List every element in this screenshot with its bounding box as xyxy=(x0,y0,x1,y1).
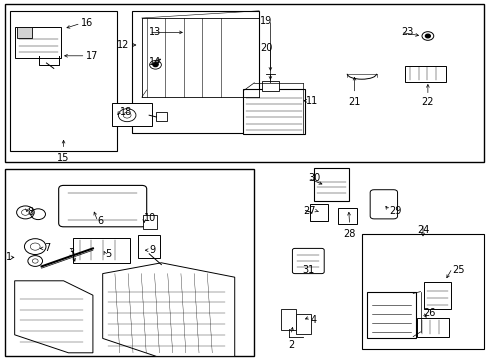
Text: 2: 2 xyxy=(287,340,293,350)
Text: 19: 19 xyxy=(260,16,272,26)
Text: 5: 5 xyxy=(105,249,111,259)
FancyBboxPatch shape xyxy=(295,314,310,334)
FancyBboxPatch shape xyxy=(73,238,129,263)
FancyBboxPatch shape xyxy=(416,318,448,337)
FancyBboxPatch shape xyxy=(366,292,415,338)
Circle shape xyxy=(153,63,158,67)
Text: 23: 23 xyxy=(400,27,412,37)
Text: 21: 21 xyxy=(347,97,360,107)
Text: 20: 20 xyxy=(260,43,272,53)
Text: 18: 18 xyxy=(120,107,132,117)
Text: 15: 15 xyxy=(57,153,70,163)
Text: 31: 31 xyxy=(301,265,314,275)
FancyBboxPatch shape xyxy=(423,282,450,309)
FancyBboxPatch shape xyxy=(262,81,278,91)
Text: 12: 12 xyxy=(117,40,129,50)
Text: 14: 14 xyxy=(149,57,161,67)
FancyBboxPatch shape xyxy=(338,208,356,224)
Text: 22: 22 xyxy=(421,97,433,107)
Text: 13: 13 xyxy=(149,27,161,37)
Text: 7: 7 xyxy=(44,243,50,253)
FancyBboxPatch shape xyxy=(361,234,483,349)
Polygon shape xyxy=(15,281,93,353)
Text: 25: 25 xyxy=(451,265,464,275)
FancyBboxPatch shape xyxy=(281,309,296,330)
Text: 17: 17 xyxy=(85,51,98,61)
FancyBboxPatch shape xyxy=(132,11,259,133)
Text: 10: 10 xyxy=(144,213,156,223)
FancyBboxPatch shape xyxy=(404,66,445,82)
FancyBboxPatch shape xyxy=(156,112,166,121)
Text: 26: 26 xyxy=(422,308,434,318)
FancyBboxPatch shape xyxy=(17,27,32,38)
Polygon shape xyxy=(102,263,234,356)
Text: 24: 24 xyxy=(416,225,428,235)
Text: 16: 16 xyxy=(81,18,93,28)
FancyBboxPatch shape xyxy=(243,89,304,134)
Text: 9: 9 xyxy=(149,245,155,255)
Circle shape xyxy=(425,34,429,38)
Text: 29: 29 xyxy=(388,206,400,216)
FancyBboxPatch shape xyxy=(138,235,160,258)
Text: 1: 1 xyxy=(6,252,12,262)
Text: 28: 28 xyxy=(343,229,355,239)
Text: 27: 27 xyxy=(302,206,315,216)
FancyBboxPatch shape xyxy=(10,11,117,151)
FancyBboxPatch shape xyxy=(5,169,254,356)
FancyBboxPatch shape xyxy=(5,4,483,162)
Text: 6: 6 xyxy=(98,216,104,226)
FancyBboxPatch shape xyxy=(112,103,151,126)
FancyBboxPatch shape xyxy=(143,215,157,229)
FancyBboxPatch shape xyxy=(313,168,348,201)
Text: 11: 11 xyxy=(305,96,317,106)
Text: 3: 3 xyxy=(68,248,74,258)
Text: 4: 4 xyxy=(310,315,316,325)
FancyBboxPatch shape xyxy=(59,185,146,227)
FancyBboxPatch shape xyxy=(309,204,327,221)
FancyBboxPatch shape xyxy=(15,27,61,58)
FancyBboxPatch shape xyxy=(292,248,324,274)
FancyBboxPatch shape xyxy=(369,190,397,219)
Text: 30: 30 xyxy=(307,173,320,183)
Text: 8: 8 xyxy=(27,207,33,217)
